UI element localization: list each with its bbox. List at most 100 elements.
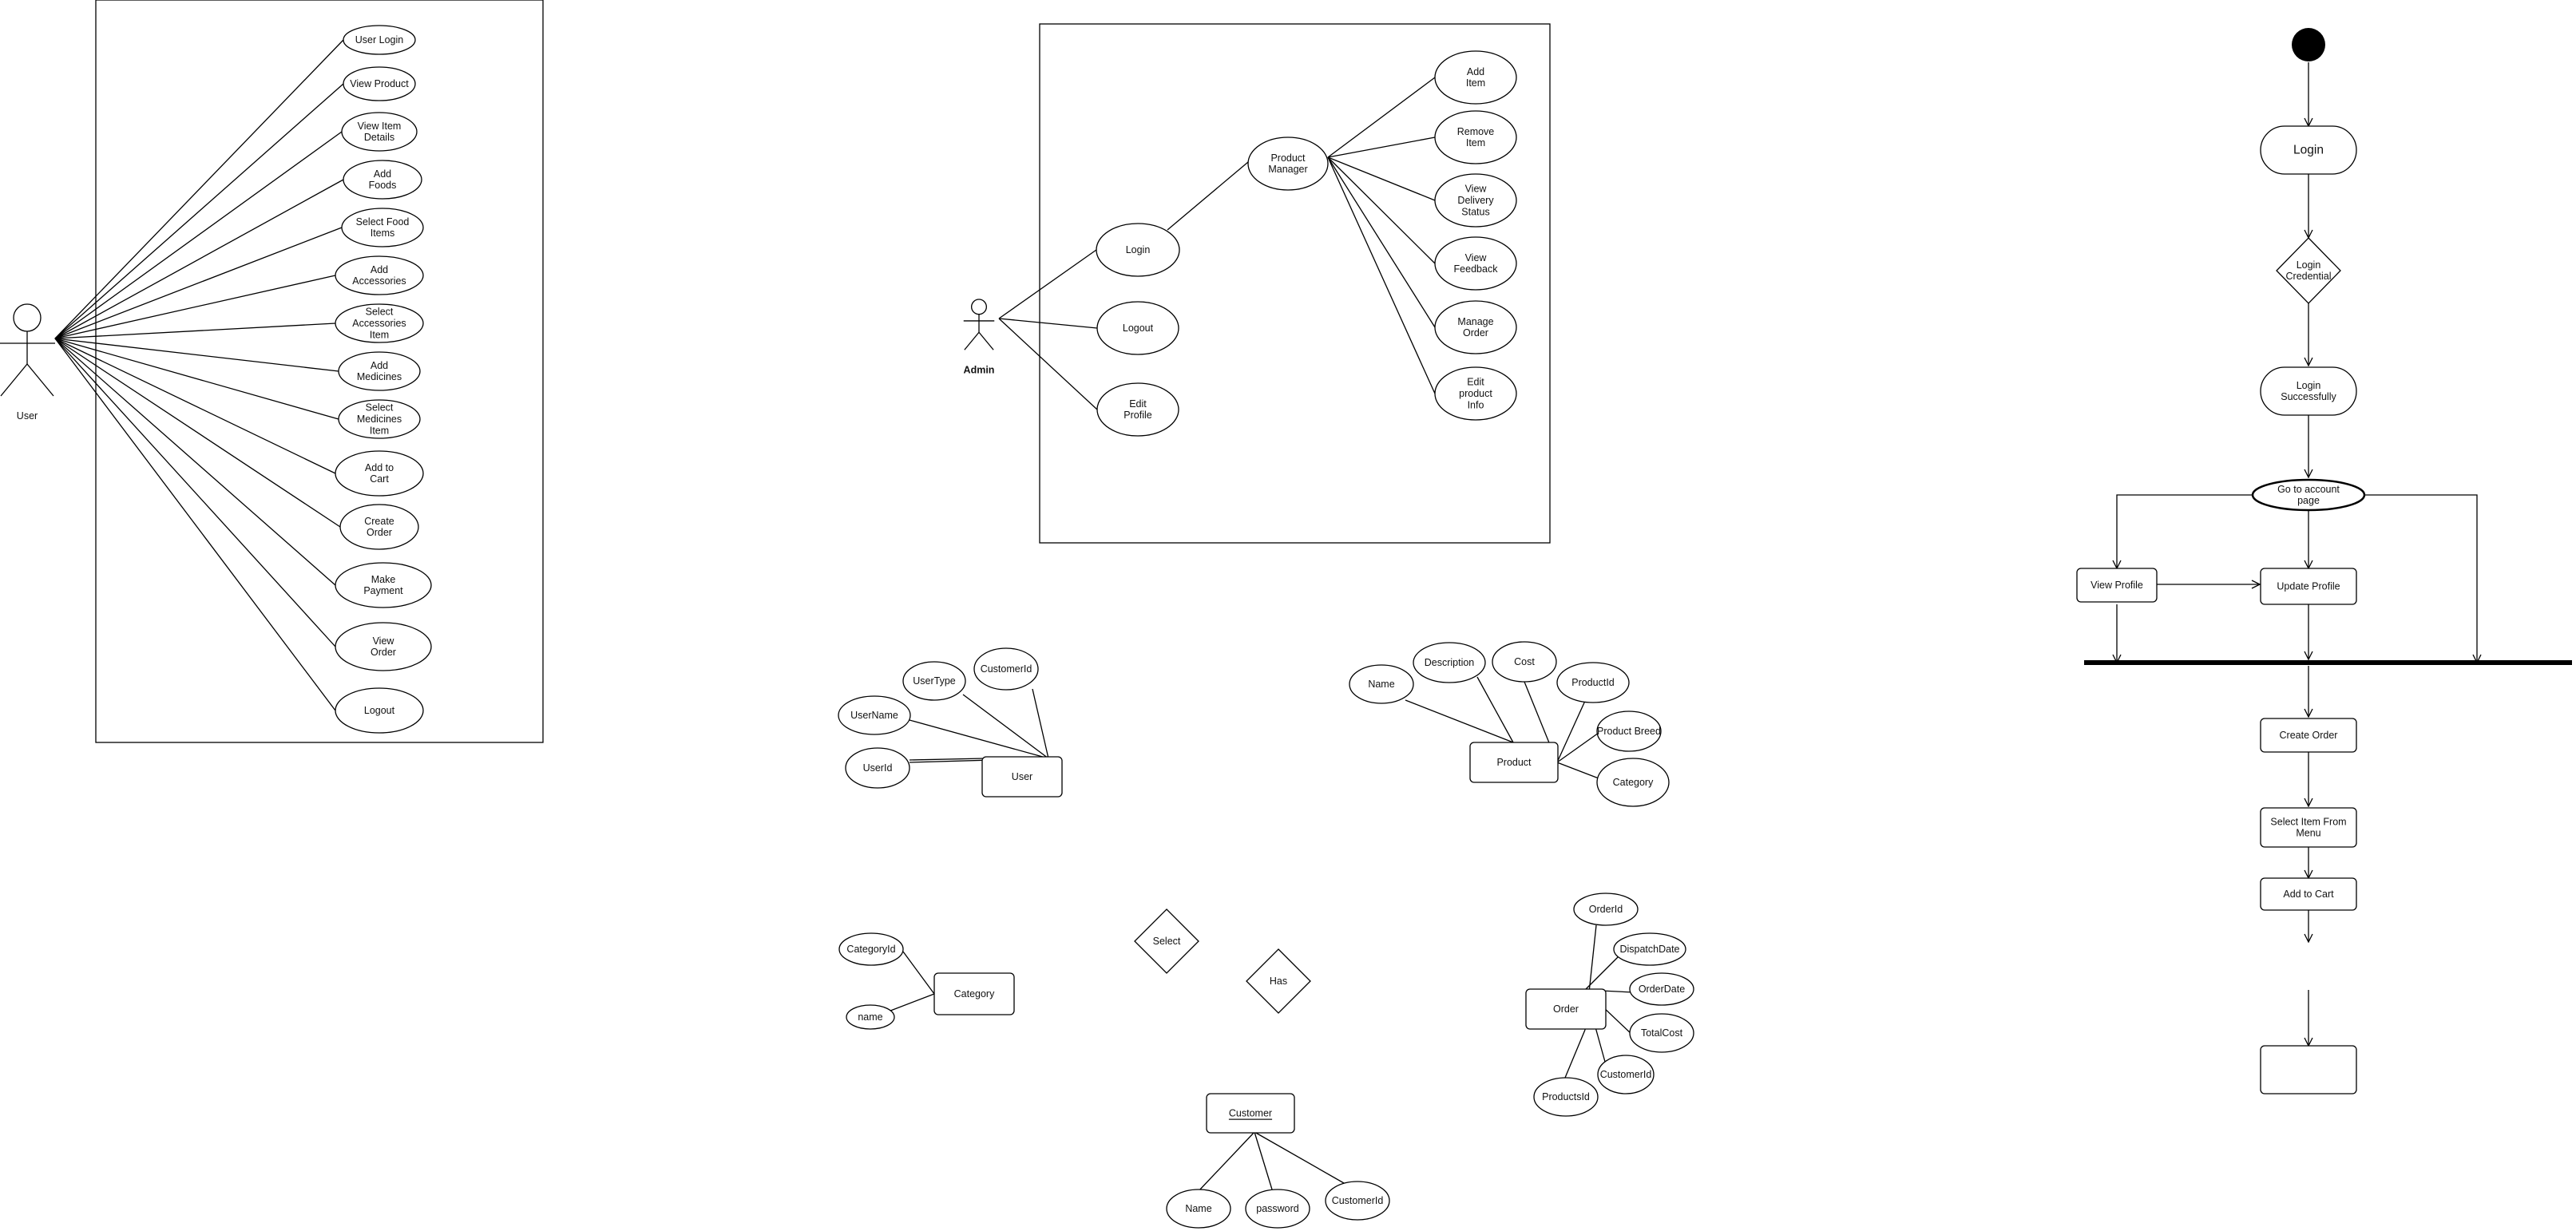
user-use-case-label: Cart [370, 473, 389, 485]
user-attribute-shape [838, 695, 911, 735]
user-use-case-label: View Product [350, 78, 409, 89]
user-use-case-shape [335, 622, 432, 671]
connector-lines [54, 39, 2477, 1193]
product-attribute-label: Category [1613, 777, 1654, 788]
user-use-case-shape [338, 399, 421, 439]
customer-entity-shape [1206, 1093, 1295, 1134]
product-manager-label: Product [1270, 152, 1306, 164]
manager-use-case-label: Delivery [1457, 195, 1494, 206]
user-attribute-label: UserId [863, 762, 893, 774]
user-use-case-label: Medicines [357, 371, 402, 382]
activity-select-item-shape [2260, 807, 2357, 848]
manager-use-case-shape [1434, 366, 1517, 421]
admin-use-case-shape [1096, 382, 1179, 437]
user-actor [0, 303, 55, 397]
admin-use-case-label: Login [1126, 244, 1151, 255]
order-attribute-shape [1533, 1077, 1599, 1117]
user-use-case-label: Order [371, 647, 396, 658]
user-use-case-shape [335, 687, 424, 734]
admin-use-case-shape [1096, 223, 1180, 277]
order-attribute-line [1564, 1029, 1586, 1079]
flow-arrow [2117, 494, 2253, 568]
user-system-boundary [95, 0, 544, 743]
user-use-case-shape [339, 504, 419, 550]
order-attribute-shape [1629, 972, 1694, 1006]
user-use-case-shape [335, 303, 424, 343]
activity-account-page-shape [2251, 478, 2366, 512]
user-use-case-label: Accessories [352, 318, 406, 329]
category-attribute-label: name [858, 1011, 882, 1023]
manager-use-case-label: Order [1463, 327, 1488, 338]
customer-attribute-line [1197, 1131, 1255, 1193]
product-entity-label: Product [1496, 757, 1532, 768]
user-association-line [54, 131, 343, 339]
user-use-case-shape [338, 351, 421, 391]
admin-actor [963, 299, 995, 350]
admin-actor-label: Admin [964, 364, 995, 375]
user-actor-leg-right [26, 363, 54, 397]
user-use-case-label: Accessories [352, 275, 406, 287]
user-entity-label: User [1012, 771, 1032, 782]
manager-association-line [1327, 156, 1436, 264]
has-relationship-label: Has [1270, 976, 1287, 987]
product-attribute-label: Product Breed [1597, 726, 1661, 737]
activity-account-page-label: Go to account [2277, 484, 2340, 495]
activity-view-profile-label: View Profile [2091, 580, 2143, 591]
category-attribute-line [902, 951, 935, 995]
manager-use-case-shape [1434, 50, 1517, 105]
user-attribute-line [962, 694, 1049, 759]
manager-use-case-shape [1434, 173, 1517, 228]
select-relationship-shape [1134, 908, 1199, 974]
order-attribute-shape [1573, 893, 1639, 926]
manager-use-case-label: Status [1461, 206, 1489, 217]
user-association-line [54, 39, 344, 339]
manager-use-case-shape [1434, 236, 1517, 291]
admin-actor-leg-right [978, 331, 994, 350]
customer-attribute-label: CustomerId [1332, 1195, 1384, 1206]
manager-association-line [1327, 77, 1436, 158]
product-attribute-line [1556, 732, 1599, 763]
activity-create-order-shape [2260, 718, 2357, 753]
product-attribute-line [1556, 700, 1586, 763]
select-relationship-label: Select [1153, 936, 1181, 947]
flow-arrow [2364, 494, 2477, 663]
activity-account-page-label: page [2297, 495, 2320, 506]
order-attribute-label: DispatchDate [1619, 944, 1679, 955]
user-use-case-label: Add [374, 168, 391, 180]
manager-use-case-shape [1434, 110, 1517, 164]
user-actor-head [13, 303, 42, 332]
user-use-case-shape [343, 66, 416, 101]
admin-system-boundary [1039, 23, 1551, 544]
manager-use-case-label: Item [1466, 77, 1485, 89]
user-attribute-line [1032, 688, 1049, 759]
admin-association-line [998, 249, 1097, 319]
user-use-case-label: View [373, 635, 395, 647]
customer-attribute-shape [1325, 1181, 1390, 1221]
start-node [2292, 28, 2325, 61]
customer-attribute-line [1254, 1131, 1273, 1190]
user-use-case-shape [341, 208, 424, 247]
admin-include-line [1167, 161, 1249, 231]
user-association-line [54, 323, 336, 339]
activity-login-successfully-label: Login [2297, 380, 2321, 391]
manager-association-line [1327, 156, 1436, 201]
user-use-case-shape [341, 112, 418, 152]
user-association-line [54, 338, 341, 528]
activity-add-to-cart-shape [2260, 877, 2357, 911]
product-attribute-line [1476, 676, 1514, 743]
has-relationship-shape [1246, 948, 1311, 1014]
order-attribute-line [1584, 953, 1622, 991]
activity-login-successfully-shape [2260, 366, 2357, 416]
login-credential-decision-shape [2276, 237, 2341, 304]
product-entity-shape [1469, 742, 1559, 783]
category-attribute-shape [846, 1004, 895, 1030]
user-use-case-shape [335, 562, 432, 608]
user-association-line [54, 338, 336, 586]
manager-use-case-label: Manage [1457, 316, 1493, 327]
customer-attribute-label: password [1256, 1203, 1299, 1214]
manager-use-case-label: View [1465, 184, 1488, 195]
user-use-case-label: Select [366, 307, 394, 318]
manager-use-case-label: Info [1468, 399, 1484, 410]
product-attribute-label: Cost [1514, 656, 1535, 667]
